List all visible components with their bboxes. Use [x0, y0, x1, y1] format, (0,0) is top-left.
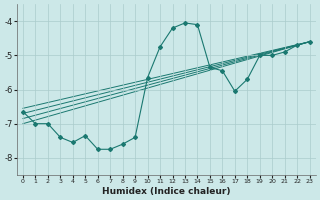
X-axis label: Humidex (Indice chaleur): Humidex (Indice chaleur)	[102, 187, 230, 196]
